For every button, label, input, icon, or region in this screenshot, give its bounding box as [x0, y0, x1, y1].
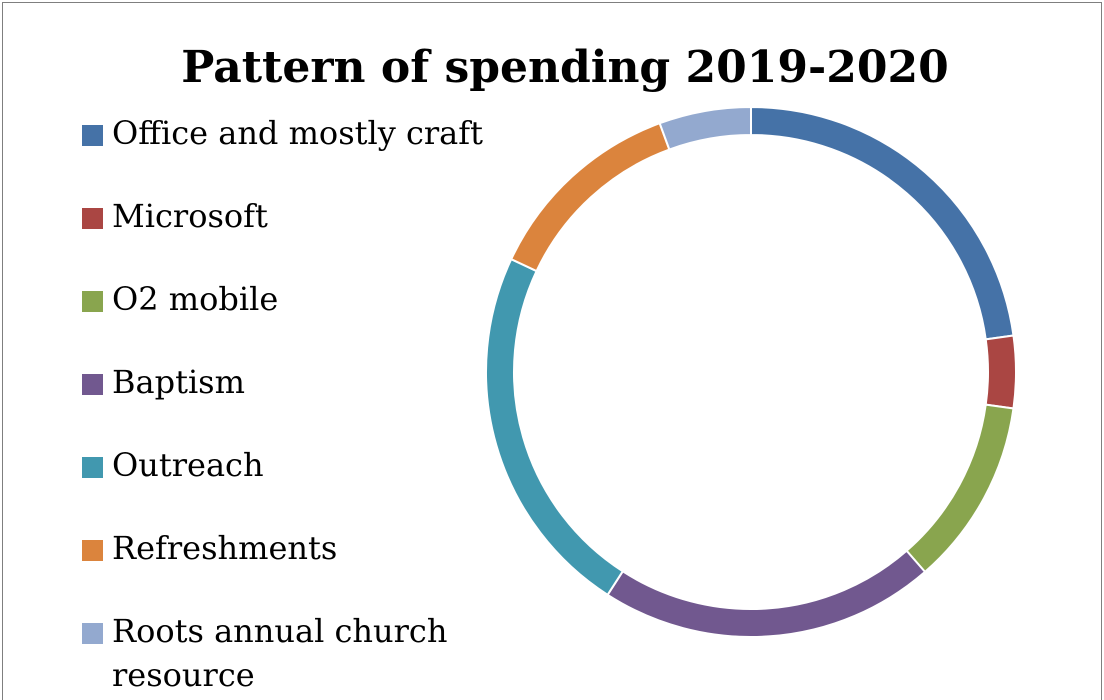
legend-swatch: [82, 291, 103, 312]
ring-segment-refreshments: [509, 121, 671, 273]
legend-swatch: [82, 125, 103, 146]
chart-title: Pattern of spending 2019-2020: [181, 42, 949, 93]
ring-segment-roots-annual-church-resource: [658, 105, 752, 151]
legend-label: Refreshments: [112, 529, 338, 567]
ring-segment-o2-mobile: [905, 403, 1015, 574]
ring-segment-office-and-mostly-craft: [750, 105, 1015, 341]
legend-swatch: [82, 540, 103, 561]
legend-item-microsoft: Microsoft: [82, 191, 502, 274]
legend-item-office: Office and mostly craft: [82, 108, 502, 191]
legend-label: Outreach: [112, 446, 264, 484]
legend-item-outreach: Outreach: [82, 440, 502, 523]
ring-segment-baptism: [606, 549, 927, 638]
legend-swatch: [82, 374, 103, 395]
legend-item-o2-mobile: O2 mobile: [82, 274, 502, 357]
legend-swatch: [82, 457, 103, 478]
ring-segment-microsoft: [984, 334, 1017, 410]
legend-item-refreshments: Refreshments: [82, 523, 502, 606]
legend-item-baptism: Baptism: [82, 357, 502, 440]
legend-label: Office and mostly craft: [112, 114, 483, 152]
legend-swatch: [82, 208, 103, 229]
legend-label: Baptism: [112, 363, 245, 401]
legend-label: Microsoft: [112, 197, 268, 235]
legend-swatch: [82, 623, 103, 644]
legend-label: O2 mobile: [112, 280, 279, 318]
legend-label: Roots annual church resource: [112, 612, 448, 694]
legend-item-roots: Roots annual church resource: [82, 606, 502, 694]
chart-legend: Office and mostly craft Microsoft O2 mob…: [82, 108, 502, 694]
ring-segment-outreach: [485, 257, 625, 597]
